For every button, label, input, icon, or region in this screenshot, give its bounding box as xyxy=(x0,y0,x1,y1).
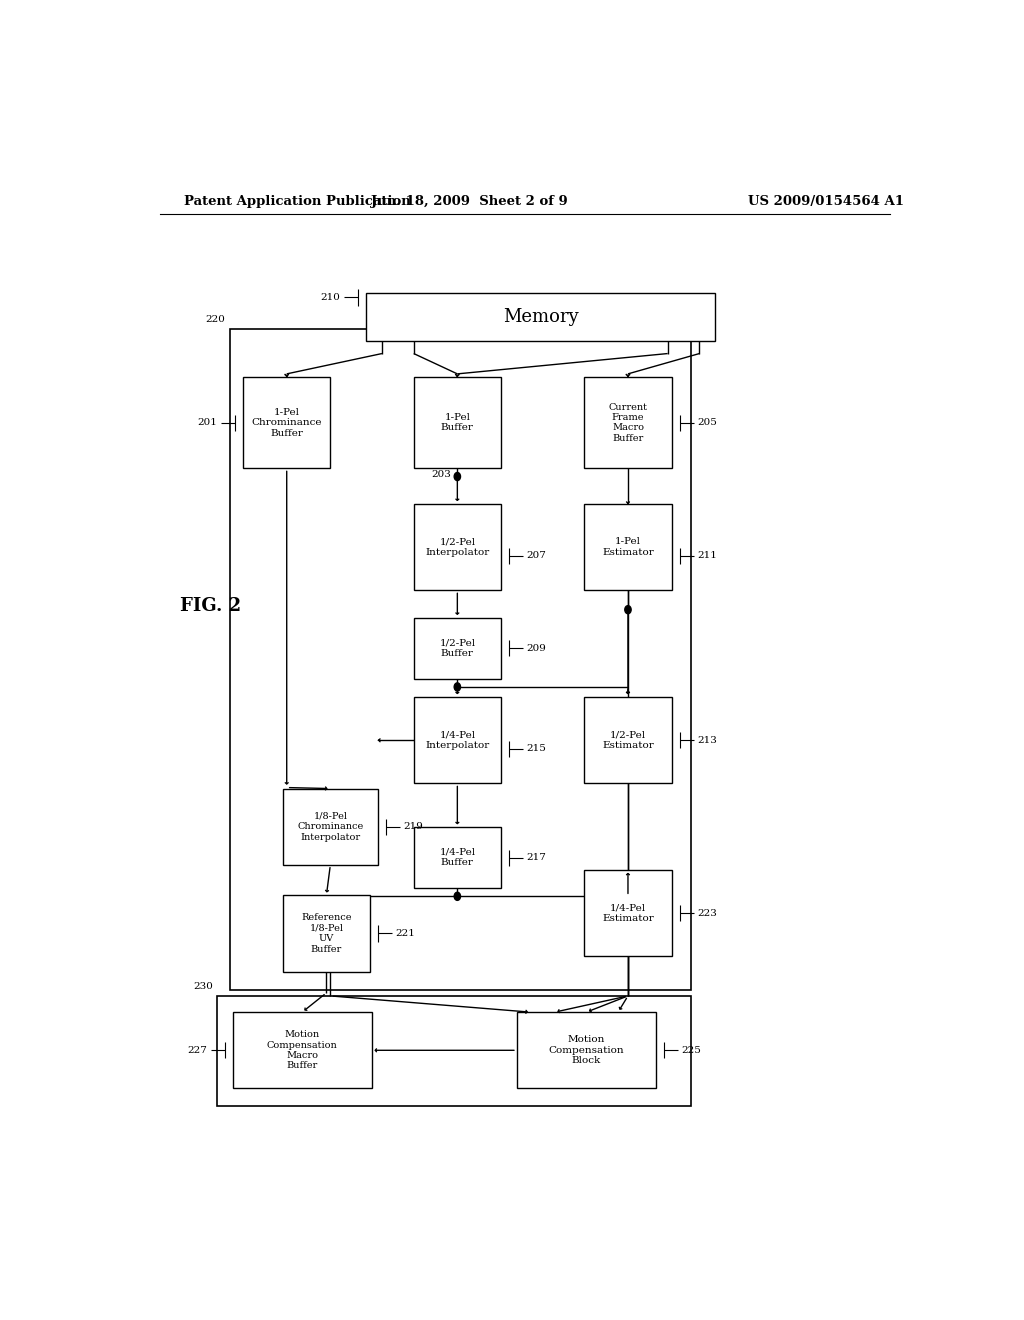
Text: 1/2-Pel
Interpolator: 1/2-Pel Interpolator xyxy=(425,537,489,557)
Text: Motion
Compensation
Block: Motion Compensation Block xyxy=(549,1035,624,1065)
Text: Reference
1/8-Pel
UV
Buffer: Reference 1/8-Pel UV Buffer xyxy=(301,913,351,953)
Text: 201: 201 xyxy=(198,418,218,428)
Text: 210: 210 xyxy=(321,293,341,302)
FancyBboxPatch shape xyxy=(283,788,378,865)
Text: 1-Pel
Buffer: 1-Pel Buffer xyxy=(441,413,474,433)
Text: 219: 219 xyxy=(403,822,423,832)
Text: Motion
Compensation
Macro
Buffer: Motion Compensation Macro Buffer xyxy=(267,1030,338,1071)
Text: 1-Pel
Chrominance
Buffer: 1-Pel Chrominance Buffer xyxy=(252,408,322,437)
Text: 221: 221 xyxy=(395,929,416,939)
Text: Jun. 18, 2009  Sheet 2 of 9: Jun. 18, 2009 Sheet 2 of 9 xyxy=(371,194,567,207)
Text: 1/4-Pel
Interpolator: 1/4-Pel Interpolator xyxy=(425,730,489,750)
FancyBboxPatch shape xyxy=(414,828,501,888)
Text: 1/2-Pel
Estimator: 1/2-Pel Estimator xyxy=(602,730,654,750)
FancyBboxPatch shape xyxy=(585,504,672,590)
Text: Current
Frame
Macro
Buffer: Current Frame Macro Buffer xyxy=(608,403,647,442)
FancyBboxPatch shape xyxy=(367,293,715,342)
Circle shape xyxy=(455,892,461,900)
Text: 207: 207 xyxy=(526,552,546,560)
Text: Memory: Memory xyxy=(503,308,579,326)
FancyBboxPatch shape xyxy=(414,697,501,784)
Text: 1-Pel
Estimator: 1-Pel Estimator xyxy=(602,537,654,557)
Circle shape xyxy=(625,606,631,614)
Text: 1/2-Pel
Buffer: 1/2-Pel Buffer xyxy=(439,639,475,657)
FancyBboxPatch shape xyxy=(229,329,691,990)
FancyBboxPatch shape xyxy=(585,378,672,469)
Circle shape xyxy=(455,473,461,480)
Text: 1/4-Pel
Estimator: 1/4-Pel Estimator xyxy=(602,903,654,923)
Text: 217: 217 xyxy=(526,853,546,862)
Text: 203: 203 xyxy=(431,470,451,479)
Text: 230: 230 xyxy=(194,982,213,991)
Text: 215: 215 xyxy=(526,744,546,754)
Text: 205: 205 xyxy=(697,418,717,428)
Text: FIG. 2: FIG. 2 xyxy=(179,597,241,615)
FancyBboxPatch shape xyxy=(243,378,331,469)
FancyBboxPatch shape xyxy=(232,1012,372,1089)
Text: 1/4-Pel
Buffer: 1/4-Pel Buffer xyxy=(439,847,475,867)
Text: 211: 211 xyxy=(697,552,717,560)
FancyBboxPatch shape xyxy=(283,895,370,972)
Text: 225: 225 xyxy=(681,1045,701,1055)
FancyBboxPatch shape xyxy=(585,870,672,956)
FancyBboxPatch shape xyxy=(585,697,672,784)
Text: 223: 223 xyxy=(697,908,717,917)
Text: 220: 220 xyxy=(206,315,225,325)
Text: 213: 213 xyxy=(697,735,717,744)
FancyBboxPatch shape xyxy=(217,995,691,1106)
Text: 227: 227 xyxy=(187,1045,207,1055)
Text: 1/8-Pel
Chrominance
Interpolator: 1/8-Pel Chrominance Interpolator xyxy=(297,812,364,842)
FancyBboxPatch shape xyxy=(414,378,501,469)
Circle shape xyxy=(455,682,461,690)
FancyBboxPatch shape xyxy=(414,618,501,678)
Text: 209: 209 xyxy=(526,644,546,653)
FancyBboxPatch shape xyxy=(517,1012,655,1089)
Text: Patent Application Publication: Patent Application Publication xyxy=(183,194,411,207)
FancyBboxPatch shape xyxy=(414,504,501,590)
Text: US 2009/0154564 A1: US 2009/0154564 A1 xyxy=(749,194,904,207)
